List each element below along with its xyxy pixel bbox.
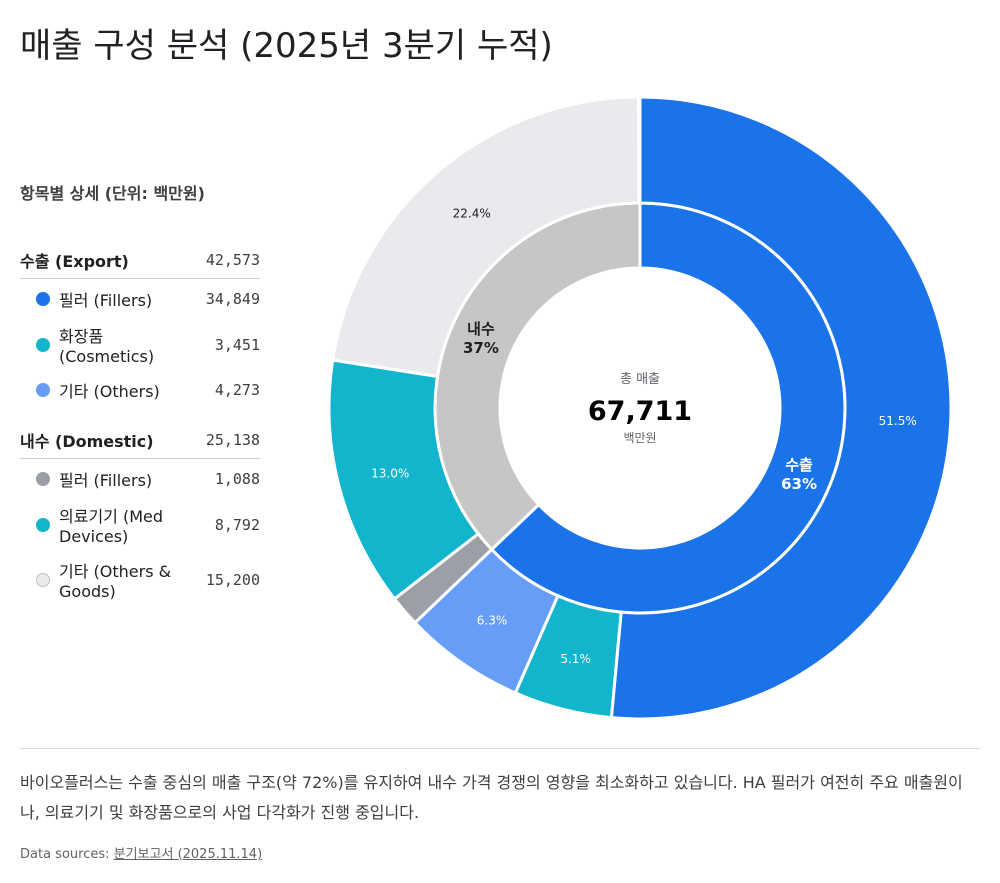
group-name: 내수 (Domestic) [20, 432, 154, 451]
legend-swatch [36, 383, 50, 397]
outer-segment [609, 95, 953, 721]
legend-group: 내수 (Domestic) 25,138 [20, 428, 260, 459]
legend-swatch [36, 337, 50, 352]
item-name: 의료기기 (Med Devices) [59, 507, 164, 546]
legend-item-label: 기타 (Others) [36, 378, 196, 402]
divider [20, 748, 980, 749]
group-name: 수출 (Export) [20, 252, 129, 271]
inner-label-name: 수출 [785, 456, 813, 474]
segment-label: 5.1% [560, 652, 591, 666]
center-unit: 백만원 [623, 431, 656, 445]
segment-label: 22.4% [453, 206, 491, 220]
segment-label: 51.5% [879, 414, 917, 428]
legend-item: 필러 (Fillers) 1,088 [20, 467, 260, 491]
legend-swatch [36, 572, 50, 587]
legend-item-label: 화장품 (Cosmetics) [36, 323, 196, 366]
item-value: 3,451 [214, 335, 260, 354]
legend-group: 수출 (Export) 42,573 [20, 248, 260, 279]
item-value: 34,849 [205, 290, 260, 308]
inner-label: 내수 37% [463, 320, 499, 357]
item-value: 8,792 [214, 515, 260, 534]
group-value: 25,138 [205, 431, 260, 449]
item-name: 필러 (Fillers) [59, 291, 153, 310]
center-total: 67,711 [588, 396, 692, 427]
legend-swatch [36, 292, 50, 306]
legend-item-label: 필러 (Fillers) [36, 287, 196, 311]
item-name: 필러 (Fillers) [59, 471, 153, 490]
segment-label: 6.3% [477, 613, 508, 627]
legend: 항목별 상세 (단위: 백만원) 수출 (Export) 42,573 필러 (Fil… [20, 180, 260, 613]
note: 바이오플러스는 수출 중심의 매출 구조(약 72%)를 유지하여 내수 가격 … [20, 773, 963, 822]
legend-title: 항목별 상세 (단위: 백만원) [20, 184, 205, 203]
legend-item: 기타 (Others) 4,273 [20, 378, 260, 402]
group-value: 42,573 [205, 251, 260, 269]
legend-item: 기타 (Others & Goods) 15,200 [20, 558, 260, 601]
legend-item: 화장품 (Cosmetics) 3,451 [20, 323, 260, 366]
segment-label: 13.0% [371, 467, 409, 481]
legend-swatch [36, 517, 50, 532]
item-value: 4,273 [214, 381, 260, 399]
source-prefix: Data sources: [20, 847, 110, 862]
item-value: 1,088 [214, 470, 260, 488]
item-name: 화장품 (Cosmetics) [59, 327, 155, 366]
legend-item-label: 의료기기 (Med Devices) [36, 503, 196, 546]
legend-gap [20, 414, 260, 428]
outer-segment [331, 95, 641, 379]
legend-item: 필러 (Fillers) 34,849 [20, 287, 260, 311]
source-link[interactable]: 분기보고서 (2025.11.14) [113, 847, 263, 862]
inner-label-percent: 37% [463, 339, 499, 357]
source: Data sources: 분기보고서 (2025.11.14) [20, 843, 262, 862]
legend-item: 의료기기 (Med Devices) 8,792 [20, 503, 260, 546]
inner-label-percent: 63% [781, 475, 817, 493]
inner-label: 수출 63% [781, 456, 817, 493]
item-value: 15,200 [205, 570, 260, 589]
inner-label-name: 내수 [467, 320, 495, 338]
legend-item-label: 기타 (Others & Goods) [36, 558, 196, 601]
legend-item-label: 필러 (Fillers) [36, 467, 196, 491]
legend-swatch [36, 472, 50, 486]
item-name: 기타 (Others & Goods) [59, 562, 172, 601]
chart-title: 매출 구성 분석 (2025년 3분기 누적) [20, 26, 553, 66]
center-label: 총 매출 [620, 372, 660, 387]
item-name: 기타 (Others) [59, 382, 160, 401]
